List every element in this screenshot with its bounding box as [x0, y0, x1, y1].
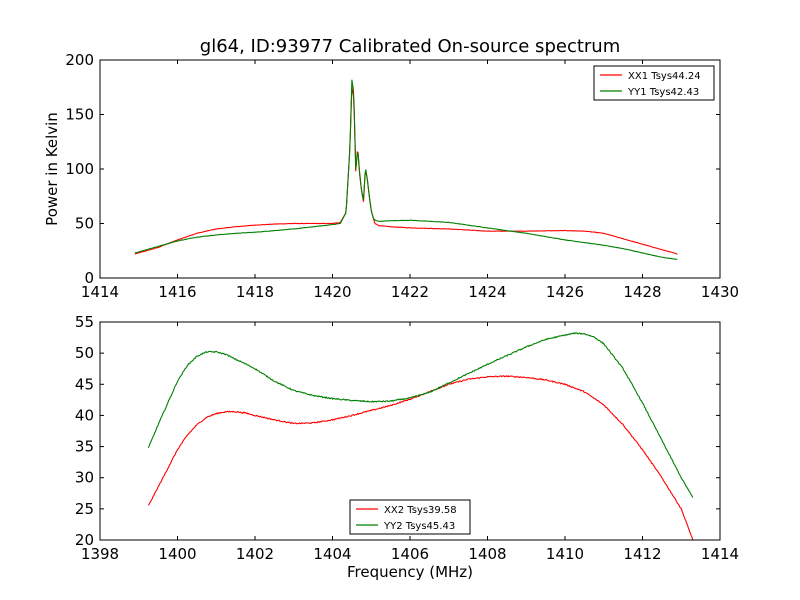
legend: XX1 Tsys44.24 YY1 Tsys42.43: [593, 65, 715, 101]
x-tick-label: 1410: [546, 545, 584, 563]
series-line-2: [147, 332, 694, 498]
x-tick-label: 1428: [623, 283, 661, 301]
y-tick-label: 40: [75, 406, 94, 424]
legend-label-2: YY1 Tsys42.43: [627, 87, 699, 98]
x-tick-label: 1430: [701, 283, 739, 301]
y-tick-label: 50: [75, 215, 94, 233]
x-tick-label: 1422: [391, 283, 429, 301]
legend-label-1: XX2 Tsys39.58: [384, 505, 457, 516]
series-group: [134, 79, 678, 261]
y-tick-label: 30: [75, 469, 94, 487]
top-plot: 1414 1416 1418 1420 1422 1424 1426 1428 1430 0 50 1…: [43, 51, 739, 301]
legend-box: [593, 65, 715, 101]
x-tick-label: 1406: [391, 545, 429, 563]
x-tick-label: 1426: [546, 283, 584, 301]
y-tick-label: 50: [75, 344, 94, 362]
x-tick-label: 1424: [468, 283, 506, 301]
y-tick-label: 25: [75, 500, 94, 518]
y-tick-label: 20: [75, 531, 94, 549]
y-tick-label: 200: [65, 51, 94, 69]
y-axis-label: Power in Kelvin: [43, 112, 61, 226]
bottom-x-axis-label: Frequency (MHz): [347, 563, 473, 581]
y-tick-label: 45: [75, 375, 94, 393]
y-tick-label: 100: [65, 160, 94, 178]
x-tick-label: 1418: [236, 283, 274, 301]
x-tick-label: 1414: [81, 283, 119, 301]
x-tick-label: 1412: [623, 545, 661, 563]
x-tick-label: 1420: [313, 283, 351, 301]
series-line-2: [134, 79, 678, 261]
legend-box: [349, 499, 471, 535]
y-tick-label: 55: [75, 313, 94, 331]
legend: XX2 Tsys39.58 YY2 Tsys45.43: [349, 499, 471, 535]
y-tick-label: 35: [75, 438, 94, 456]
series-line-1: [134, 87, 678, 255]
bottom-plot: 1398 1400 1402 1404 1406 1408 1410 1412 1414 20 25…: [75, 313, 739, 563]
x-tick-label: 1414: [701, 545, 739, 563]
y-tick-label: 0: [84, 269, 94, 287]
legend-label-1: XX1 Tsys44.24: [628, 71, 701, 82]
x-tick-label: 1416: [158, 283, 196, 301]
x-tick-label: 1398: [81, 545, 119, 563]
legend-label-2: YY2 Tsys45.43: [383, 521, 455, 532]
chart-title: gl64, ID:93977 Calibrated On-source spec…: [200, 36, 620, 57]
y-tick-label: 150: [65, 106, 94, 124]
x-tick-label: 1402: [236, 545, 274, 563]
x-tick-label: 1400: [158, 545, 196, 563]
series-group: [147, 332, 694, 540]
x-tick-label: 1408: [468, 545, 506, 563]
x-tick-label: 1404: [313, 545, 351, 563]
